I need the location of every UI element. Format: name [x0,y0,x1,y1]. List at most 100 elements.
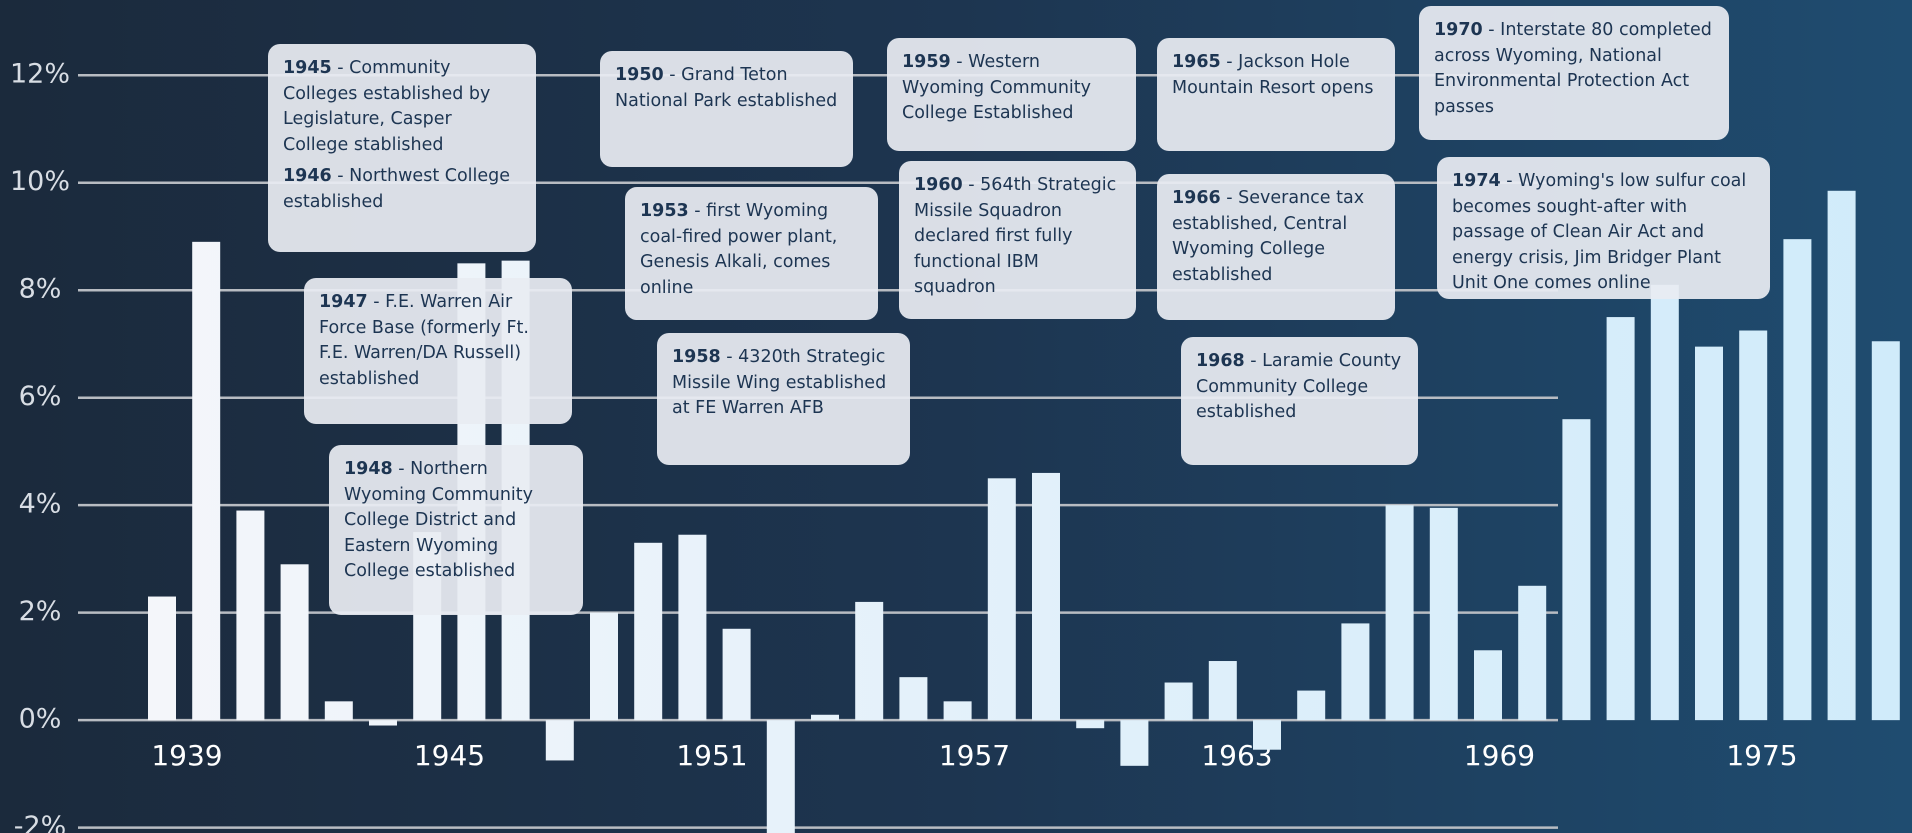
y-tick-label: 8% [19,274,62,305]
annotation-box: 1958 - 4320th Strategic Missile Wing est… [657,333,910,465]
annotation-text: - Northwest College established [283,166,511,212]
bar [1518,585,1547,721]
bar [811,714,839,721]
bar [766,720,795,833]
annotation-text: - Community Colleges established by Legi… [283,58,491,155]
bar [280,564,309,721]
annotation-box: 1959 - Western Wyoming Community College… [887,38,1136,151]
x-tick-label: 1951 [676,739,747,772]
bar [236,510,265,721]
annotation-box: 1947 - F.E. Warren Air Force Base (forme… [304,278,572,424]
annotation-year: 1965 [1172,52,1221,72]
annotation-box: 1970 - Interstate 80 completed across Wy… [1419,6,1729,140]
annotation-text: - Laramie County Community College estab… [1196,351,1402,422]
annotation: 1945 - Community Colleges established by… [283,56,521,158]
annotation-box: 1960 - 564th Strategic Missile Squadron … [899,161,1136,319]
x-tick-label: 1939 [151,739,222,772]
annotation-text: - 4320th Strategic Missile Wing establis… [672,347,887,418]
bar [1429,507,1458,721]
bar [634,542,663,721]
bar [1120,720,1149,766]
annotation: 1953 - first Wyoming coal-fired power pl… [640,199,863,301]
x-tick-label: 1957 [939,739,1010,772]
annotation-year: 1946 [283,166,332,186]
x-tick-label: 1975 [1726,739,1797,772]
annotation-year: 1958 [672,347,721,367]
bar [1827,190,1856,721]
y-tick-label: 12% [10,59,70,90]
annotation-year: 1970 [1434,20,1483,40]
annotation: 1974 - Wyoming's low sulfur coal becomes… [1452,169,1755,297]
bar [324,701,353,721]
annotation-box: 1950 - Grand Teton National Park establi… [600,51,853,167]
bar [1562,419,1591,721]
bar [987,478,1016,721]
annotation-year: 1974 [1452,171,1501,191]
annotation: 1948 - Northern Wyoming Community Colleg… [344,457,568,585]
annotation: 1950 - Grand Teton National Park establi… [615,63,838,114]
bar [1341,623,1370,721]
annotation-box: 1945 - Community Colleges established by… [268,44,536,252]
annotation-year: 1950 [615,65,664,85]
annotation: 1958 - 4320th Strategic Missile Wing est… [672,345,895,422]
annotation: 1960 - 564th Strategic Missile Squadron … [914,173,1121,301]
bar [1208,661,1237,721]
bar [1253,720,1281,750]
y-tick-label: 2% [19,596,62,627]
bar [1783,239,1812,721]
annotation: 1965 - Jackson Hole Mountain Resort open… [1172,50,1380,101]
x-tick-label: 1969 [1464,739,1535,772]
annotation-text: - F.E. Warren Air Force Base (formerly F… [319,292,529,389]
annotation-year: 1953 [640,201,689,221]
bar [590,612,618,721]
annotation: 1947 - F.E. Warren Air Force Base (forme… [319,290,557,392]
annotation-box: 1968 - Laramie County Community College … [1181,337,1418,465]
bar [899,677,928,721]
annotation: 1970 - Interstate 80 completed across Wy… [1434,18,1714,120]
bar [678,534,707,721]
bar [1695,346,1723,721]
annotation-year: 1960 [914,175,963,195]
bar [1076,720,1105,729]
annotation-year: 1959 [902,52,951,72]
annotation-box: 1953 - first Wyoming coal-fired power pl… [625,187,878,320]
bar [1474,650,1502,721]
bar [1650,284,1679,721]
annotation-box: 1966 - Severance tax established, Centra… [1157,174,1395,320]
bar [943,701,972,721]
annotation-box: 1965 - Jackson Hole Mountain Resort open… [1157,38,1395,151]
bar [192,241,221,721]
bar [1606,317,1635,721]
annotation: 1968 - Laramie County Community College … [1196,349,1403,426]
annotation-year: 1947 [319,292,368,312]
bar [722,628,751,721]
annotation: 1959 - Western Wyoming Community College… [902,50,1121,127]
x-tick-label: 1945 [414,739,485,772]
annotation-text: - Western Wyoming Community College Esta… [902,52,1092,123]
annotation-text: - Interstate 80 completed across Wyoming… [1434,20,1712,117]
annotation-year: 1968 [1196,351,1245,371]
annotation-text: - Grand Teton National Park established [615,65,838,111]
bar [1739,330,1768,721]
y-tick-label: 0% [19,704,62,735]
annotation-box: 1974 - Wyoming's low sulfur coal becomes… [1437,157,1770,299]
annotation: 1966 - Severance tax established, Centra… [1172,186,1380,288]
annotation-year: 1945 [283,58,332,78]
y-tick-label: 4% [19,489,62,520]
bar [855,601,884,721]
annotation-box: 1948 - Northern Wyoming Community Colleg… [329,445,583,615]
bar [1032,472,1060,721]
annotation-text: - Severance tax established, Central Wyo… [1172,188,1365,285]
y-tick-label: -2% [14,811,67,833]
y-tick-label: 6% [19,381,62,412]
bar [1871,341,1900,721]
bar [1385,505,1414,721]
bar [545,720,574,761]
annotation-text: - Jackson Hole Mountain Resort opens [1172,52,1374,98]
annotation-text: - 564th Strategic Missile Squadron decla… [914,175,1117,297]
bar [369,720,397,726]
annotation-year: 1948 [344,459,393,479]
bar [1164,682,1193,721]
